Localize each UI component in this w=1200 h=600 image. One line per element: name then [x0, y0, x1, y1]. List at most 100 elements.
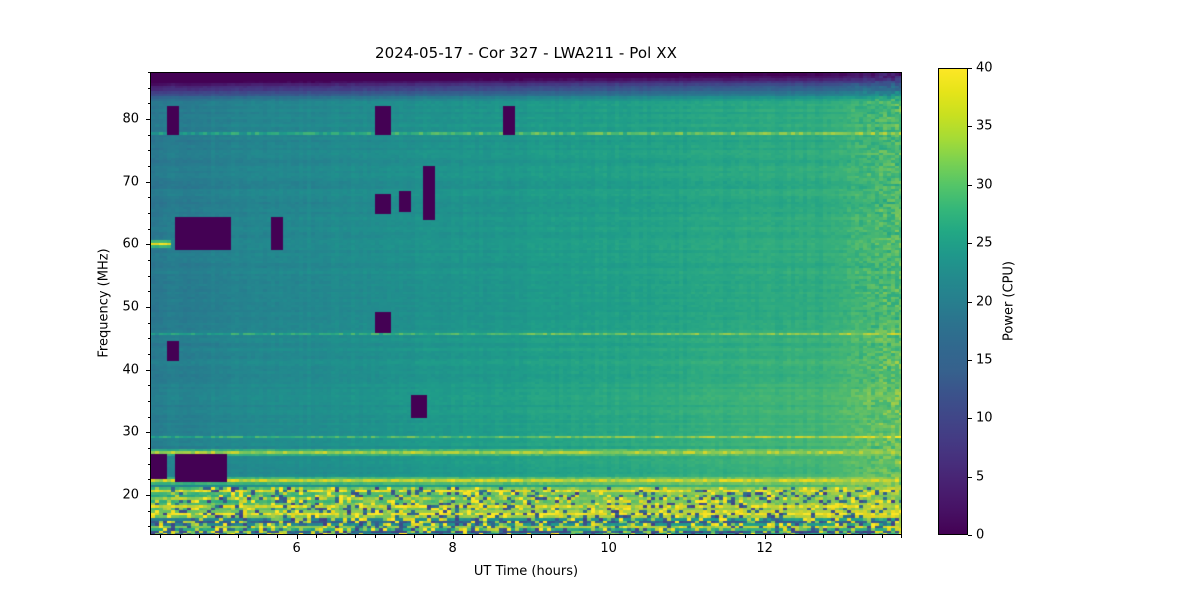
- x-major-tick: [764, 535, 766, 539]
- y-tick-label: 40: [122, 362, 139, 378]
- y-major-tick: [146, 494, 150, 496]
- x-minor-tick: [238, 535, 240, 538]
- x-minor-tick: [550, 535, 552, 538]
- y-minor-tick: [147, 385, 150, 387]
- colorbar-tick: [968, 359, 972, 361]
- x-minor-tick: [257, 535, 259, 538]
- y-major-tick: [146, 181, 150, 183]
- x-minor-tick: [745, 535, 747, 538]
- y-minor-tick: [147, 400, 150, 402]
- y-tick-label: 60: [122, 236, 139, 252]
- colorbar-tick: [968, 418, 972, 420]
- y-minor-tick: [147, 275, 150, 277]
- x-minor-tick: [491, 535, 493, 538]
- x-minor-tick: [199, 535, 201, 538]
- x-minor-tick: [823, 535, 825, 538]
- colorbar-tick-label: 5: [976, 469, 985, 485]
- y-major-tick: [146, 244, 150, 246]
- colorbar-label: Power (CPU): [1001, 260, 1017, 342]
- x-minor-tick: [511, 535, 513, 538]
- x-minor-tick: [628, 535, 630, 538]
- x-minor-tick: [394, 535, 396, 538]
- x-minor-tick: [569, 535, 571, 538]
- x-minor-tick: [530, 535, 532, 538]
- y-major-tick: [146, 369, 150, 371]
- y-minor-tick: [147, 510, 150, 512]
- colorbar-tick: [968, 476, 972, 478]
- x-minor-tick: [335, 535, 337, 538]
- x-minor-tick: [881, 535, 883, 538]
- y-minor-tick: [147, 260, 150, 261]
- y-minor-tick: [147, 526, 150, 528]
- y-tick-label: 80: [122, 111, 139, 127]
- y-minor-tick: [147, 197, 150, 199]
- y-minor-tick: [147, 87, 150, 89]
- y-minor-tick: [147, 338, 150, 340]
- y-minor-tick: [147, 134, 150, 136]
- spectrogram-image: [151, 73, 901, 534]
- colorbar-tick-label: 15: [976, 352, 993, 368]
- y-tick-label: 70: [122, 174, 139, 190]
- colorbar-tick-label: 40: [976, 60, 993, 76]
- x-minor-tick: [433, 535, 435, 538]
- x-tick-label: 8: [448, 541, 457, 556]
- colorbar-tick: [968, 126, 972, 128]
- x-tick-label: 10: [600, 541, 617, 556]
- colorbar-tick: [968, 184, 972, 186]
- colorbar-tick: [968, 68, 972, 69]
- y-minor-tick: [147, 72, 150, 73]
- y-minor-tick: [147, 479, 150, 481]
- y-minor-tick: [147, 353, 150, 355]
- x-minor-tick: [667, 535, 669, 538]
- x-major-tick: [452, 535, 454, 539]
- x-minor-tick: [179, 535, 181, 538]
- x-minor-tick: [472, 535, 474, 538]
- y-major-tick: [146, 306, 150, 308]
- plot-title: 2024-05-17 - Cor 327 - LWA211 - Pol XX: [374, 44, 678, 62]
- x-major-tick: [296, 535, 298, 539]
- y-major-tick: [146, 432, 150, 434]
- x-minor-tick: [686, 535, 688, 538]
- x-minor-tick: [413, 535, 415, 538]
- colorbar-tick-label: 30: [976, 177, 993, 193]
- x-major-tick: [608, 535, 610, 539]
- y-minor-tick: [147, 463, 150, 465]
- colorbar-tick: [968, 243, 972, 245]
- y-minor-tick: [147, 103, 150, 105]
- x-minor-tick: [706, 535, 708, 538]
- y-major-tick: [146, 119, 150, 120]
- x-tick-label: 6: [292, 541, 301, 556]
- x-minor-tick: [842, 535, 844, 538]
- colorbar-tick-label: 0: [976, 527, 985, 543]
- x-minor-tick: [277, 535, 279, 538]
- y-minor-tick: [147, 322, 150, 324]
- colorbar-tick-label: 35: [976, 118, 993, 134]
- x-minor-tick: [901, 535, 903, 538]
- colorbar-tick: [968, 535, 972, 536]
- y-minor-tick: [147, 166, 150, 167]
- colorbar-tick-label: 20: [976, 294, 993, 309]
- y-tick-label: 30: [122, 424, 139, 440]
- x-minor-tick: [862, 535, 864, 538]
- y-tick-label: 20: [122, 487, 139, 503]
- x-minor-tick: [355, 535, 357, 538]
- spectrogram-axes[interactable]: [150, 72, 902, 535]
- y-minor-tick: [147, 213, 150, 214]
- y-minor-tick: [147, 416, 150, 418]
- colorbar: [938, 68, 968, 535]
- x-minor-tick: [725, 535, 727, 538]
- y-axis-label: Frequency (MHz): [96, 248, 112, 358]
- x-minor-tick: [160, 535, 162, 538]
- y-minor-tick: [147, 228, 150, 230]
- x-minor-tick: [784, 535, 786, 538]
- x-minor-tick: [803, 535, 805, 538]
- y-minor-tick: [147, 291, 150, 293]
- y-tick-label: 50: [122, 299, 139, 315]
- x-minor-tick: [647, 535, 649, 538]
- x-tick-label: 12: [756, 541, 773, 556]
- x-minor-tick: [218, 535, 220, 538]
- y-minor-tick: [147, 150, 150, 152]
- x-minor-tick: [316, 535, 318, 538]
- colorbar-tick-label: 10: [976, 410, 993, 426]
